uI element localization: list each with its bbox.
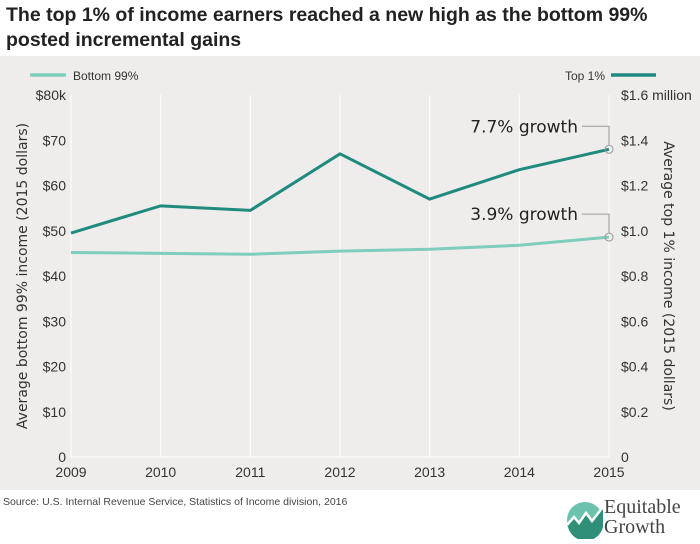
legend-label-bottom99: Bottom 99% — [73, 69, 139, 83]
chart-title: The top 1% of income earners reached a n… — [6, 4, 648, 51]
y-tick-right: $1.2 — [621, 178, 648, 194]
annotation-label: 3.9% growth — [470, 205, 578, 225]
y-tick-right: 0 — [621, 449, 629, 465]
x-tick: 2012 — [324, 464, 355, 480]
source-note: Source: U.S. Internal Revenue Service, S… — [3, 496, 348, 508]
legend-label-top1: Top 1% — [565, 69, 605, 83]
y-tick-left: $40 — [43, 268, 67, 284]
y-axis-label-left: Average bottom 99% income (2015 dollars) — [15, 123, 31, 429]
y-tick-right: $0.2 — [621, 404, 648, 420]
x-tick: 2015 — [593, 464, 624, 480]
annotation-leader — [582, 125, 610, 146]
y-tick-right: $0.6 — [621, 313, 648, 329]
y-tick-left: $10 — [43, 404, 67, 420]
y-tick-left: $60 — [43, 178, 67, 194]
x-tick: 2014 — [504, 464, 535, 480]
y-tick-left: $70 — [43, 132, 67, 148]
y-tick-right: $1.6 million — [621, 87, 692, 103]
logo-icon — [566, 502, 604, 539]
y-tick-right: $0.8 — [621, 268, 648, 284]
y-tick-left: $30 — [43, 313, 67, 329]
x-tick: 2010 — [145, 464, 176, 480]
annotation-leader — [582, 213, 610, 234]
y-tick-right: $0.4 — [621, 359, 648, 375]
series-line-bottom99 — [70, 235, 610, 256]
y-tick-left: 0 — [58, 449, 66, 465]
y-tick-left: $20 — [43, 359, 67, 375]
equitable-growth-logo: Equitable Growth — [566, 495, 700, 541]
y-tick-left: $50 — [43, 223, 67, 239]
y-tick-right: $1.0 — [621, 223, 648, 239]
x-tick: 2013 — [414, 464, 445, 480]
y-tick-left: $80k — [36, 87, 67, 103]
y-axis-label-right: Average top 1% income (2015 dollars) — [660, 141, 676, 411]
logo-text-line2: Growth — [604, 516, 666, 538]
x-tick: 2011 — [235, 464, 265, 480]
x-tick: 2009 — [55, 464, 86, 480]
chart-panel — [0, 56, 700, 490]
logo-text-line1: Equitable — [604, 496, 681, 518]
series-line-top1 — [70, 147, 610, 235]
annotation-label: 7.7% growth — [470, 117, 578, 137]
y-tick-right: $1.4 — [621, 132, 648, 148]
